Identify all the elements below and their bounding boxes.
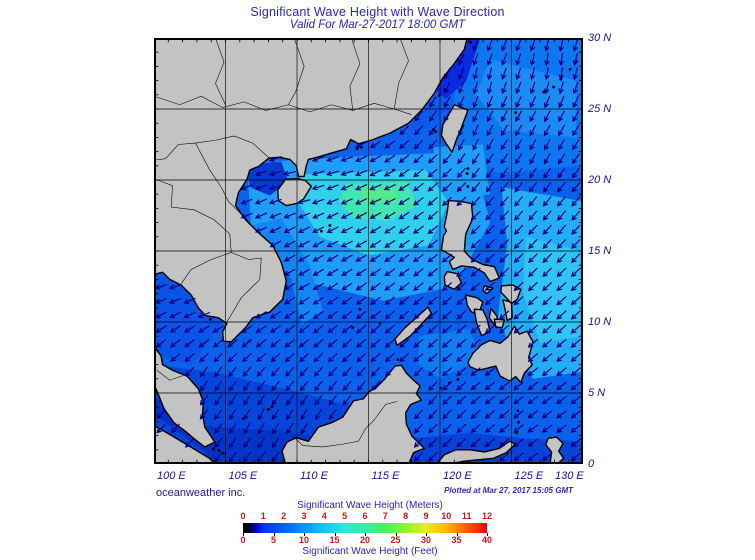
colorbar-tick (395, 533, 397, 536)
feet-tick-label: 0 (240, 535, 246, 545)
feet-tick-label: 20 (359, 535, 371, 545)
grid-layer (154, 38, 583, 464)
lon-label: 125 E (514, 470, 544, 482)
wave-arrows-layer (154, 38, 581, 463)
meters-tick-label: 9 (423, 511, 429, 521)
lon-label: 110 E (300, 470, 328, 482)
valid-time-subtitle: Valid For Mar-27-2017 18:00 GMT (289, 19, 466, 31)
lon-label: 130 E (555, 470, 584, 482)
plotted-timestamp: Plotted at Mar 27, 2017 15:05 GMT (444, 486, 573, 495)
colorbar-tick (365, 533, 366, 536)
colorbar-tick (487, 533, 488, 536)
meters-tick-label: 12 (481, 511, 493, 521)
feet-tick-label: 40 (481, 535, 493, 545)
lat-label: 25 N (588, 103, 612, 115)
meters-scale: 0 1 2 3 4 5 6 7 8 9 10 11 12 (240, 511, 492, 521)
meters-tick-label: 8 (403, 511, 409, 521)
lat-label: 0 (588, 458, 595, 470)
meters-tick-label: 11 (461, 511, 472, 521)
meters-tick-label: 5 (342, 511, 348, 521)
lon-label: 115 E (371, 470, 400, 482)
colorbar (243, 523, 487, 533)
map-svg (154, 38, 583, 464)
lat-label: 15 N (588, 245, 612, 257)
colorbar-tick (426, 533, 427, 536)
meters-tick-label: 1 (260, 511, 266, 521)
lat-label: 5 N (588, 387, 606, 399)
lat-label: 20 N (588, 174, 612, 186)
meters-tick-label: 4 (321, 511, 327, 521)
meters-tick-label: 0 (240, 511, 246, 521)
colorbar-tick (304, 533, 305, 536)
feet-tick-label: 30 (420, 535, 432, 545)
legend-title-feet: Significant Wave Height (Feet) (302, 546, 438, 557)
lon-label: 105 E (228, 470, 258, 482)
feet-tick-label: 35 (451, 535, 462, 545)
feet-tick-label: 10 (298, 535, 310, 545)
colorbar-tick (243, 533, 244, 536)
lon-label: 100 E (157, 470, 186, 482)
feet-scale: 0 5 10 15 20 25 30 35 40 (240, 535, 492, 545)
colorbar-tick (456, 533, 458, 536)
feet-tick-label: 15 (329, 535, 340, 545)
meters-tick-label: 7 (382, 511, 388, 521)
meters-tick-label: 6 (362, 511, 368, 521)
meters-tick-label: 10 (441, 511, 452, 521)
legend-title-meters: Significant Wave Height (Meters) (297, 500, 443, 511)
lat-label: 10 N (588, 316, 612, 328)
colorbar-tick (334, 533, 336, 536)
feet-tick-label: 25 (390, 535, 401, 545)
meters-tick-label: 3 (301, 511, 307, 521)
borders-layer (154, 38, 412, 448)
lat-label: 30 N (588, 32, 612, 44)
credit-text: oceanweather inc. (156, 487, 246, 499)
lon-label: 120 E (443, 470, 472, 482)
land-layer (154, 38, 565, 464)
wave-height-map (154, 38, 583, 464)
page-title: Significant Wave Height with Wave Direct… (250, 5, 505, 19)
colorbar-tick (273, 533, 275, 536)
feet-tick-label: 5 (270, 535, 277, 545)
meters-tick-label: 2 (281, 511, 287, 521)
